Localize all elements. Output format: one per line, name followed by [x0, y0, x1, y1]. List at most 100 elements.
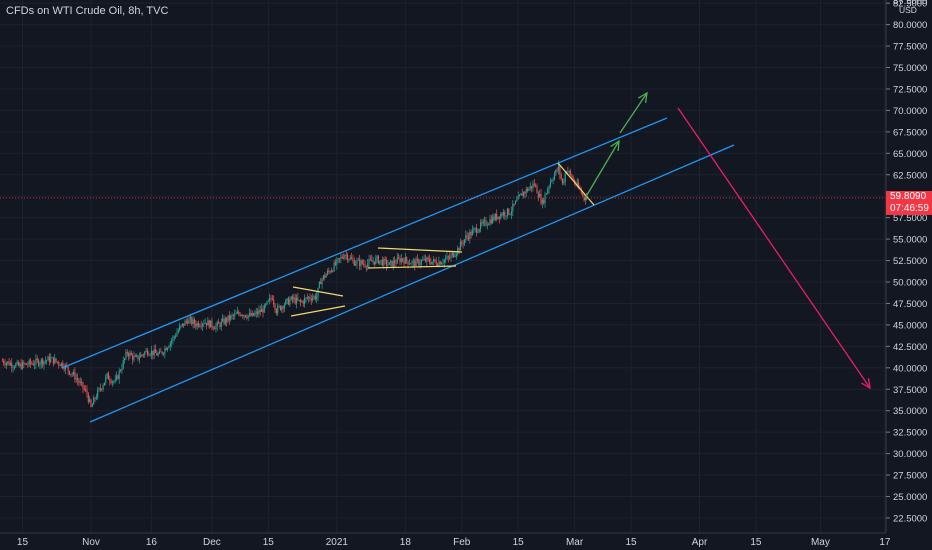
- candle-body: [244, 315, 247, 317]
- candle-body: [455, 253, 457, 256]
- candle-body: [141, 354, 143, 356]
- candle-body: [70, 373, 72, 375]
- candle-body: [345, 254, 347, 256]
- candle-body: [39, 363, 41, 366]
- candle-body: [153, 349, 155, 356]
- ytick-label: 67.5000: [893, 127, 927, 138]
- candle-body: [251, 313, 253, 316]
- candle-body: [86, 389, 88, 394]
- candle-body: [15, 363, 17, 368]
- candle-body: [564, 173, 566, 182]
- candle-body: [126, 352, 128, 354]
- candle-body: [231, 315, 233, 317]
- candle-body: [196, 322, 198, 327]
- candle-body: [20, 363, 22, 369]
- candle-body: [308, 296, 310, 299]
- candle-body: [121, 368, 123, 371]
- candle-body: [59, 364, 61, 367]
- wedge-line: [557, 162, 595, 206]
- candle-body: [234, 313, 236, 316]
- price-axis[interactable]: 85.000082.500080.000077.500075.000072.50…: [885, 0, 932, 533]
- ytick-label: 80.0000: [893, 20, 927, 31]
- candle-body: [181, 323, 183, 326]
- candle-body: [371, 259, 373, 262]
- candle-body: [325, 274, 327, 278]
- candle-body: [580, 189, 582, 193]
- candle-body: [459, 242, 461, 251]
- candle-body: [365, 266, 367, 268]
- candle-body: [19, 363, 21, 366]
- candle-body: [437, 264, 439, 266]
- ytick-label: 65.0000: [893, 149, 927, 160]
- candle-body: [520, 193, 522, 196]
- candle-body: [24, 363, 26, 365]
- candle-body: [322, 275, 324, 280]
- candle-body: [162, 353, 165, 355]
- candle-body: [332, 270, 334, 272]
- xtick-label: 15: [513, 537, 525, 548]
- candle-body: [342, 257, 345, 259]
- candle-body: [312, 297, 314, 301]
- candle-body: [278, 305, 280, 307]
- candle-body: [137, 355, 139, 360]
- candle-body: [473, 228, 475, 231]
- candle-body: [329, 271, 331, 273]
- candle-body: [282, 306, 284, 309]
- candle-body: [87, 393, 89, 402]
- projection-arrow-up-short-head: [610, 139, 620, 152]
- candle-body: [506, 208, 508, 216]
- projection-arrow-down: [677, 107, 871, 389]
- candle-body: [423, 258, 425, 260]
- candle-body: [561, 178, 564, 184]
- candle-body: [193, 319, 195, 324]
- candle-body: [334, 262, 337, 265]
- candle-body: [124, 358, 126, 361]
- candle-body: [518, 195, 521, 197]
- candle-body: [156, 352, 158, 356]
- candle-body: [283, 304, 285, 309]
- candle-body: [458, 248, 460, 251]
- candle-body: [387, 264, 389, 266]
- last-price-value: 59.8090: [890, 191, 927, 202]
- projection-arrow-up-long: [619, 92, 648, 134]
- candle-body: [118, 370, 120, 379]
- candle-body: [44, 360, 46, 362]
- candle-body: [368, 259, 370, 264]
- time-axis[interactable]: 15 Nov 16 Dec 15 2021 18 Feb 15 Mar 15 Apr 15 May 17: [0, 532, 932, 550]
- candle-body: [375, 258, 377, 264]
- ytick-label: 72.5000: [893, 84, 927, 95]
- candle-body: [583, 194, 585, 198]
- candle-body: [419, 263, 421, 265]
- candle-body: [383, 258, 385, 266]
- candle-body: [9, 363, 11, 366]
- ytick-label: 82.5000: [893, 0, 927, 10]
- candle-body: [447, 256, 449, 258]
- candle-body: [321, 279, 323, 285]
- candle-body: [549, 181, 551, 187]
- candle-body: [553, 174, 555, 180]
- candle-body: [21, 362, 24, 369]
- candle-body: [445, 258, 447, 260]
- ytick-label: 27.5000: [893, 471, 927, 482]
- candle-body: [313, 295, 315, 298]
- candle-body: [531, 186, 533, 189]
- candle-body: [524, 191, 526, 194]
- candle-body: [326, 271, 328, 275]
- candle-body: [567, 171, 569, 173]
- candle-body: [352, 259, 354, 261]
- candle-body: [219, 323, 221, 327]
- candle-body: [407, 261, 409, 265]
- candle-body: [195, 323, 197, 327]
- candle-body: [505, 215, 507, 217]
- candle-body: [443, 259, 445, 263]
- candle-body: [399, 258, 401, 263]
- candle-body: [145, 350, 147, 353]
- candle-body: [122, 360, 124, 369]
- ytick-label: 77.5000: [893, 42, 927, 53]
- candle-body: [330, 270, 333, 273]
- drawings[interactable]: [61, 91, 871, 423]
- candle-body: [79, 381, 81, 383]
- candle-body: [582, 192, 584, 195]
- ytick-label: 55.0000: [893, 235, 927, 246]
